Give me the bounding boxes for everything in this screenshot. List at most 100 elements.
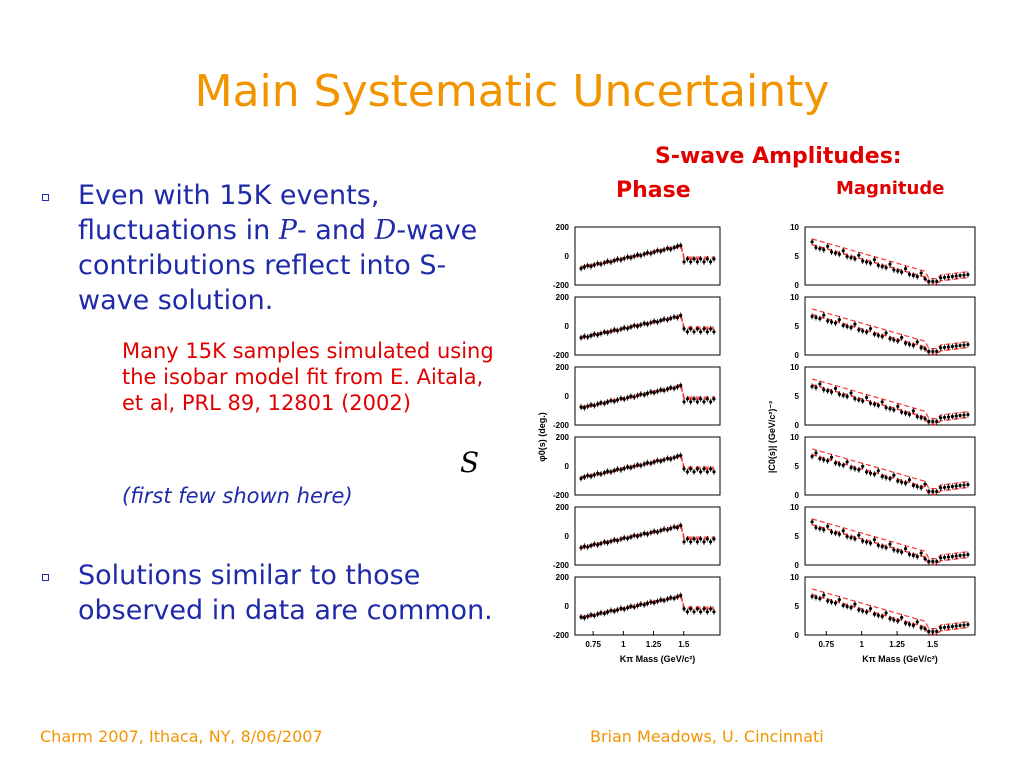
data-point bbox=[954, 274, 958, 278]
data-point bbox=[672, 315, 676, 319]
data-point bbox=[669, 457, 673, 461]
data-point bbox=[682, 607, 686, 611]
data-point bbox=[592, 542, 596, 546]
x-axis-label: Kπ Mass (GeV/c²) bbox=[862, 654, 937, 664]
data-point bbox=[672, 525, 676, 529]
data-point bbox=[709, 327, 713, 331]
data-point bbox=[888, 477, 892, 481]
data-point bbox=[586, 473, 590, 478]
data-point bbox=[705, 610, 709, 614]
data-point bbox=[884, 266, 888, 270]
data-point bbox=[837, 598, 841, 602]
data-point bbox=[911, 273, 915, 278]
data-point bbox=[853, 602, 857, 606]
data-point bbox=[962, 623, 966, 627]
amplitude-plots: -200 0 200 -200 0 200 -200 0 200 -200 0 200 -200 0 200… bbox=[537, 223, 976, 664]
data-point bbox=[609, 398, 613, 403]
data-point bbox=[582, 334, 586, 338]
data-point bbox=[609, 329, 613, 333]
y-tick-label: 200 bbox=[556, 503, 570, 512]
data-point bbox=[849, 325, 853, 330]
data-point bbox=[946, 485, 951, 489]
data-point bbox=[649, 531, 653, 535]
data-point bbox=[966, 552, 970, 557]
data-point bbox=[642, 462, 646, 466]
y-tick-label: 5 bbox=[795, 602, 800, 611]
data-point bbox=[872, 472, 877, 476]
data-point bbox=[911, 409, 915, 413]
data-point bbox=[931, 559, 935, 564]
data-point bbox=[629, 256, 633, 260]
data-point bbox=[927, 419, 931, 424]
data-point bbox=[822, 313, 826, 317]
data-point bbox=[689, 467, 693, 471]
data-point bbox=[946, 625, 951, 629]
data-point bbox=[699, 397, 703, 401]
data-point bbox=[958, 343, 962, 348]
data-point bbox=[826, 599, 830, 603]
data-point bbox=[596, 261, 600, 266]
data-point bbox=[818, 317, 822, 321]
data-point bbox=[903, 621, 908, 625]
data-point bbox=[826, 524, 830, 528]
data-point bbox=[818, 597, 822, 601]
data-point bbox=[652, 319, 656, 323]
data-point bbox=[942, 415, 947, 420]
data-point bbox=[810, 594, 814, 599]
data-point bbox=[865, 260, 869, 264]
data-point bbox=[709, 540, 713, 544]
data-point bbox=[615, 257, 620, 261]
data-point bbox=[845, 394, 849, 399]
data-point bbox=[615, 398, 620, 402]
data-point bbox=[923, 627, 927, 631]
data-point bbox=[942, 275, 947, 280]
data-point bbox=[579, 266, 583, 271]
data-point bbox=[962, 273, 966, 277]
data-point bbox=[935, 349, 939, 354]
data-point bbox=[915, 620, 919, 624]
data-point bbox=[642, 603, 646, 607]
data-point bbox=[652, 460, 656, 464]
data-point bbox=[632, 395, 636, 399]
data-point bbox=[849, 391, 853, 395]
data-point bbox=[927, 349, 931, 354]
bullet-item-1: Even with 15K events, fluctuations in P-… bbox=[38, 178, 508, 318]
data-point bbox=[923, 277, 927, 281]
data-point bbox=[635, 603, 640, 608]
data-point bbox=[592, 473, 596, 477]
data-point bbox=[589, 474, 593, 478]
data-point bbox=[942, 625, 947, 630]
data-point bbox=[884, 331, 888, 335]
data-point bbox=[849, 535, 853, 540]
data-point bbox=[592, 332, 596, 336]
data-point bbox=[672, 386, 676, 390]
data-point bbox=[699, 610, 703, 614]
data-point bbox=[915, 414, 919, 419]
data-point bbox=[692, 330, 696, 334]
plot-frame bbox=[574, 506, 721, 566]
data-point bbox=[896, 479, 900, 483]
data-point bbox=[596, 333, 600, 337]
data-point bbox=[679, 453, 683, 458]
fit-curve bbox=[811, 518, 968, 560]
data-point bbox=[935, 559, 939, 564]
y-tick-label: -200 bbox=[553, 281, 570, 290]
data-point bbox=[822, 388, 826, 392]
data-point bbox=[602, 261, 606, 265]
data-point bbox=[606, 259, 610, 263]
data-point bbox=[927, 629, 931, 634]
data-point bbox=[652, 529, 656, 533]
data-point bbox=[900, 615, 904, 620]
data-point bbox=[712, 397, 716, 401]
y-tick-label: 0 bbox=[565, 392, 570, 401]
data-point bbox=[645, 322, 650, 326]
data-point bbox=[822, 458, 826, 462]
data-point bbox=[609, 608, 613, 613]
data-point bbox=[958, 623, 962, 628]
data-point bbox=[665, 456, 670, 460]
y-tick-label: 200 bbox=[556, 363, 570, 372]
data-point bbox=[672, 246, 676, 250]
y-tick-label: 0 bbox=[795, 281, 800, 290]
data-point bbox=[829, 530, 834, 534]
data-point bbox=[927, 559, 931, 564]
